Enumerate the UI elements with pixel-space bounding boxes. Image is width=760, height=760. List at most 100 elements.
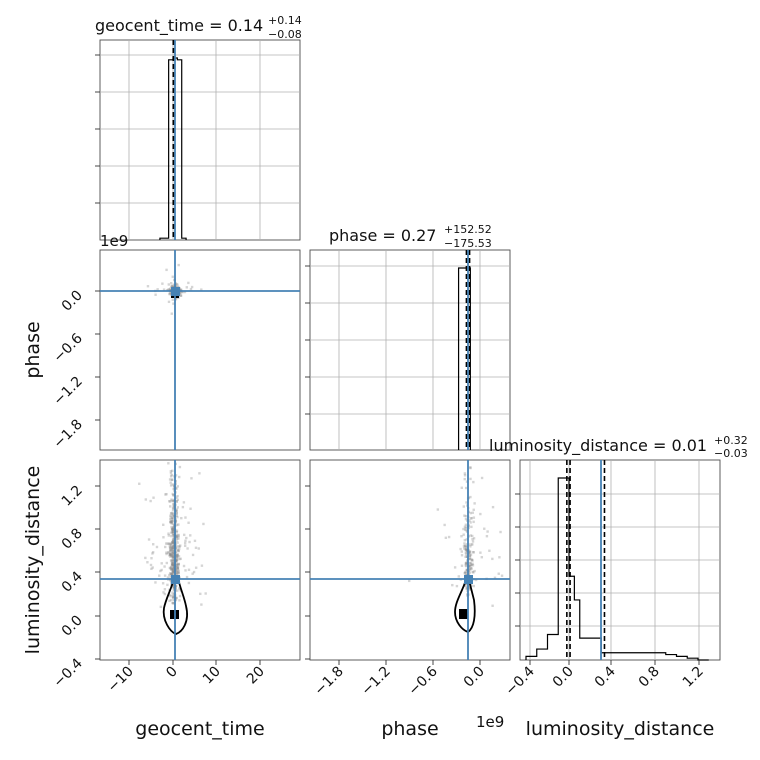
sample-phase-geocent-point (156, 288, 159, 291)
sample-ld-geocent-point (171, 469, 174, 472)
sample-ld-geocent-point (194, 546, 198, 549)
sample-ld-geocent-point (176, 567, 179, 571)
sample-ld-geocent-point (172, 499, 176, 502)
sample-ld-geocent-point (169, 505, 172, 508)
tick-phase-1: −0.6 (50, 330, 85, 365)
sample-ld-phase-point (467, 573, 471, 576)
sample-phase-geocent-point (175, 282, 178, 286)
sample-ld-geocent-point (171, 540, 175, 543)
sample-phase-geocent-point (174, 285, 178, 289)
sample-ld-phase-point (469, 521, 472, 524)
sample-ld-geocent-point (168, 544, 172, 548)
sample-ld-geocent-point (166, 542, 169, 545)
sample-ld-geocent-point (172, 558, 175, 561)
sample-phase-geocent-point (171, 275, 174, 278)
sample-ld-geocent-point (164, 493, 167, 496)
sample-ld-geocent-point (177, 563, 180, 567)
sample-ld-geocent-point (181, 505, 185, 509)
sample-ld-phase-point (465, 562, 468, 565)
title-luminosity-distance-plus: +0.32 (714, 434, 748, 447)
sample-ld-geocent-point (171, 585, 174, 588)
sample-ld-phase-point (464, 555, 467, 559)
sample-ld-geocent-point (172, 534, 175, 537)
sample-ld-phase-point (465, 555, 469, 559)
sample-ld-geocent-point (176, 506, 179, 509)
sample-ld-geocent-point (169, 484, 173, 487)
sample-ld-phase-point (463, 477, 466, 481)
sample-ld-geocent-point (171, 530, 175, 534)
sample-ld-geocent-point (172, 534, 176, 537)
sample-ld-phase-point (465, 530, 469, 533)
sample-ld-geocent-point (171, 596, 175, 600)
sample-ld-phase-point (471, 562, 474, 566)
sample-ld-geocent-point (170, 552, 173, 555)
sample-ld-phase-point (460, 550, 464, 553)
sample-ld-phase-point (468, 554, 471, 557)
sample-ld-geocent-point (178, 475, 181, 479)
sample-ld-phase-point (467, 553, 471, 556)
sample-ld-geocent-point (171, 478, 174, 481)
sample-ld-geocent-point (178, 594, 182, 598)
sample-ld-phase-point (465, 569, 469, 572)
sample-ld-phase-point (472, 508, 475, 511)
sample-ld-phase-point (473, 569, 476, 573)
sample-ld-phase-point (464, 486, 468, 490)
tick-phase-0: 0.0 (59, 288, 86, 315)
sample-ld-phase-point (463, 472, 467, 475)
sample-ld-geocent-point (172, 567, 175, 571)
sample-phase-geocent-point (190, 285, 194, 289)
sample-ld-geocent-point (168, 554, 171, 557)
sample-ld-geocent-point (175, 563, 178, 566)
sample-ld-phase-point (465, 570, 468, 574)
sample-ld-geocent-point (174, 474, 178, 477)
sample-ld-phase-point (460, 564, 464, 567)
sample-ld-geocent-point (150, 567, 153, 571)
sample-ld-geocent-point (165, 552, 168, 556)
sample-ld-geocent-point (168, 549, 172, 552)
sample-ld-geocent-point (172, 504, 175, 508)
sample-ld-phase-point (468, 550, 472, 553)
sample-ld-geocent-point (202, 522, 205, 526)
sample-ld-geocent-point (171, 528, 175, 531)
sample-ld-geocent-point (167, 542, 170, 546)
sample-ld-geocent-point (163, 574, 167, 577)
sample-ld-geocent-point (187, 568, 191, 571)
sample-ld-geocent-point (175, 529, 179, 532)
sample-ld-geocent-point (172, 588, 176, 592)
sample-ld-geocent-point (176, 554, 179, 557)
sample-ld-phase-point (471, 570, 474, 574)
sample-ld-geocent-point (171, 568, 175, 572)
sample-ld-geocent-point (171, 563, 175, 567)
sample-ld-geocent-point (169, 470, 173, 473)
sample-ld-phase-point (468, 568, 472, 572)
sample-ld-geocent-point (169, 471, 173, 475)
sample-ld-phase-point (447, 535, 451, 539)
sample-phase-geocent-point (176, 283, 179, 286)
sample-ld-geocent-point (163, 588, 167, 591)
sample-ld-geocent-point (170, 473, 174, 477)
sample-ld-geocent-point (166, 551, 170, 554)
sample-ld-geocent-point (171, 513, 175, 517)
tick-ld-x-4: 1.2 (680, 664, 707, 691)
offset-text-phase-x: 1e9 (476, 713, 504, 731)
sample-ld-geocent-point (174, 509, 178, 513)
sample-ld-phase-point (465, 545, 468, 549)
sample-ld-phase-point (491, 604, 494, 607)
sample-ld-phase-point (498, 556, 501, 559)
offset-text-phase-y: 1e9 (100, 232, 128, 250)
sample-ld-phase-point (469, 561, 472, 565)
sample-phase-geocent-point (165, 268, 168, 272)
sample-ld-geocent-point (171, 511, 174, 514)
sample-ld-geocent-point (177, 545, 180, 548)
sample-ld-phase-point (459, 547, 462, 551)
sample-ld-phase-point (469, 517, 472, 520)
sample-ld-geocent-point (172, 544, 176, 548)
sample-ld-geocent-point (167, 532, 170, 535)
sample-ld-geocent-point (169, 518, 172, 521)
sample-ld-geocent-point (162, 523, 165, 526)
sample-ld-phase-point (486, 530, 489, 533)
sample-ld-geocent-point (170, 512, 173, 515)
sample-ld-phase-point (464, 514, 468, 518)
sample-ld-geocent-point (175, 496, 178, 499)
tick-ld-x-2: 0.4 (592, 663, 619, 690)
